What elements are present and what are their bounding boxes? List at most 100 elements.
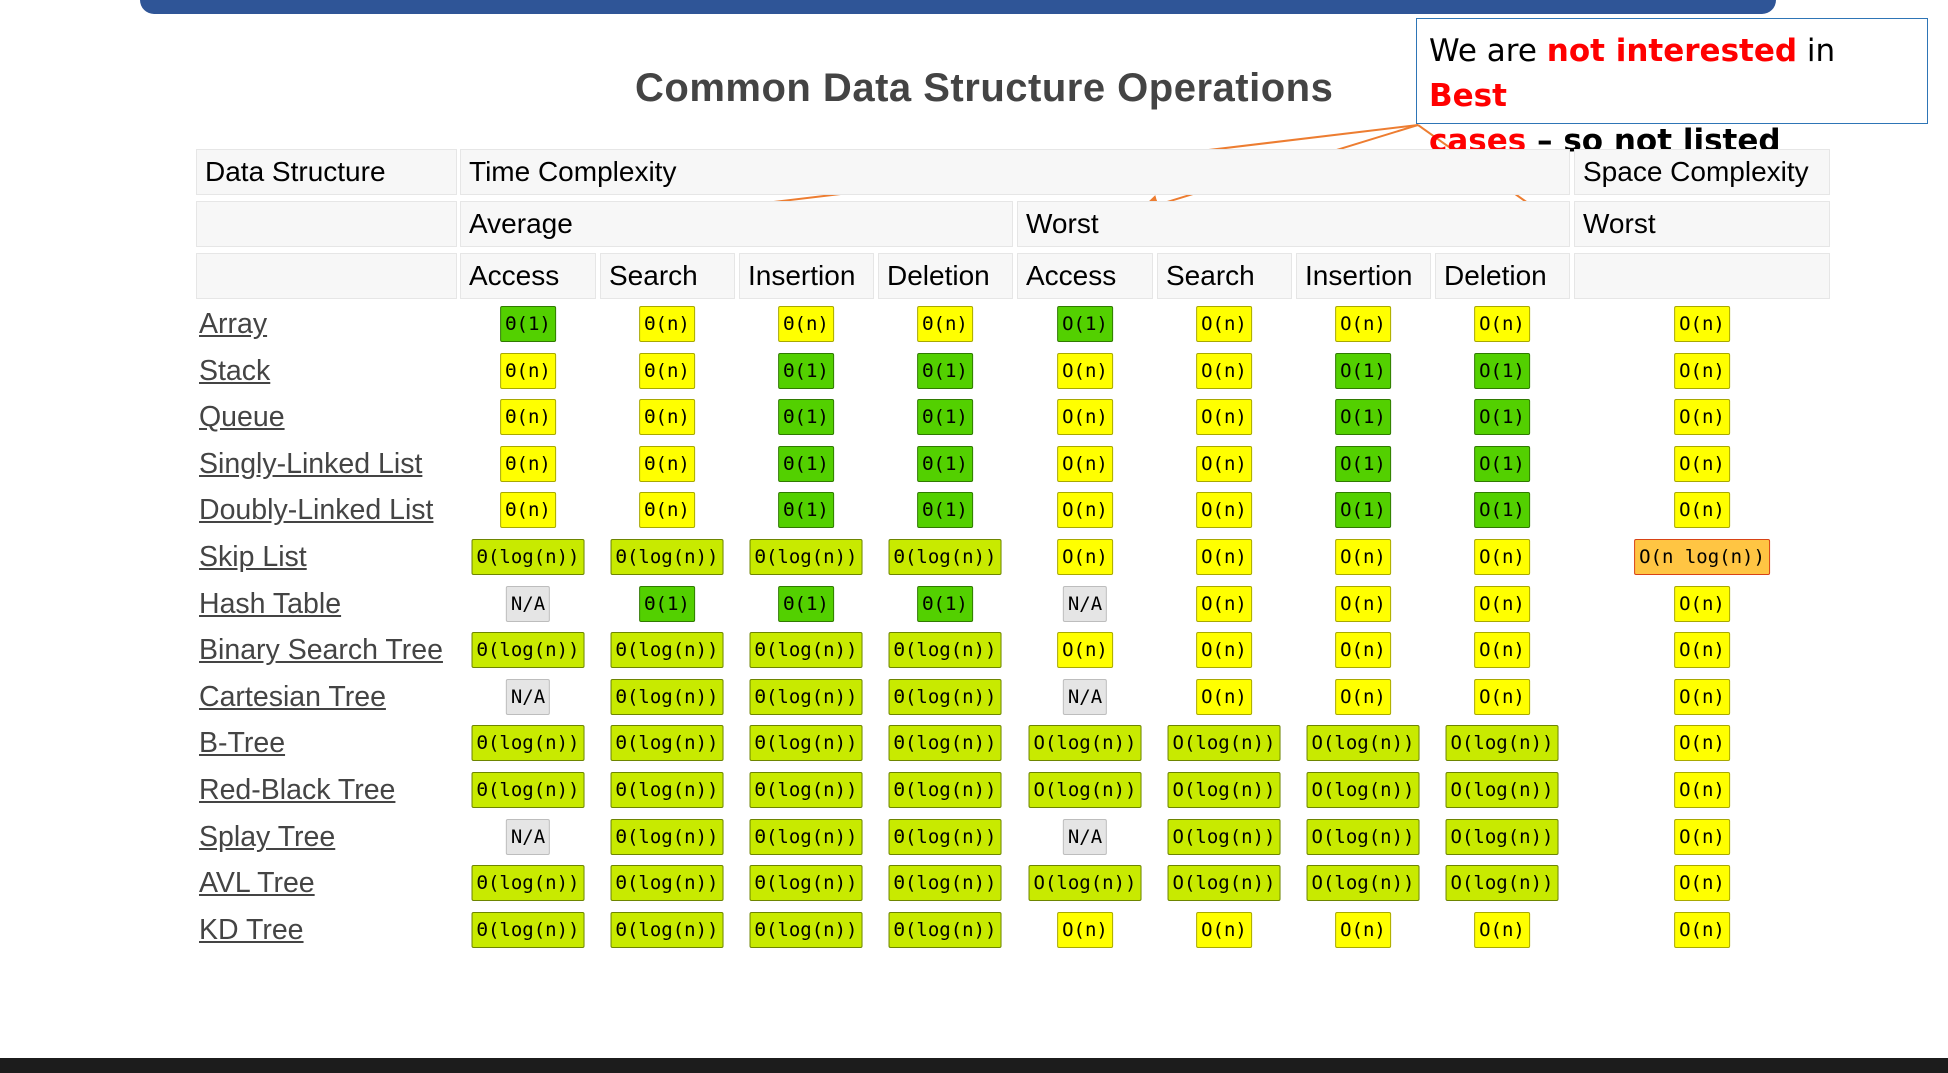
row-name-stack[interactable]: Stack (199, 355, 271, 387)
complexity-badge: O(1) (1474, 492, 1530, 528)
top-banner (140, 0, 1776, 14)
complexity-badge: O(log(n)) (1167, 865, 1281, 901)
complexity-badge: Θ(log(n)) (610, 632, 724, 668)
complexity-badge: O(n) (1196, 446, 1252, 482)
complexity-badge: O(n) (1057, 353, 1113, 389)
complexity-badge: Θ(log(n)) (888, 632, 1002, 668)
complexity-badge: Θ(log(n)) (471, 632, 585, 668)
complexity-badge: O(log(n)) (1167, 725, 1281, 761)
complexity-badge: O(n) (1057, 446, 1113, 482)
complexity-badge: O(log(n)) (1306, 865, 1420, 901)
row-name-red-black-tree[interactable]: Red-Black Tree (199, 774, 396, 806)
complexity-badge: Θ(n) (639, 492, 695, 528)
complexity-badge: O(log(n)) (1445, 819, 1559, 855)
row-name-array[interactable]: Array (199, 308, 268, 340)
complexity-badge: O(log(n)) (1167, 819, 1281, 855)
row-name-kd-tree[interactable]: KD Tree (199, 914, 304, 946)
complexity-badge: Θ(log(n)) (610, 725, 724, 761)
complexity-badge: Θ(log(n)) (749, 679, 863, 715)
row-name-b-tree[interactable]: B-Tree (199, 727, 286, 759)
row-name-singly-linked-list[interactable]: Singly-Linked List (199, 448, 423, 480)
complexity-badge: Θ(n) (917, 306, 973, 342)
bottom-bar (0, 1058, 1948, 1073)
callout-text-2: in (1797, 33, 1836, 69)
complexity-badge: O(n) (1196, 399, 1252, 435)
complexity-badge: O(n) (1196, 539, 1252, 575)
complexity-badge: O(n) (1335, 586, 1391, 622)
complexity-badge: Θ(log(n)) (610, 772, 724, 808)
complexity-badge: Θ(log(n)) (888, 865, 1002, 901)
complexity-badge: Θ(1) (778, 353, 834, 389)
complexity-badge: Θ(n) (500, 399, 556, 435)
complexity-badge: Θ(1) (778, 586, 834, 622)
complexity-badge: Θ(n) (500, 353, 556, 389)
complexity-badge: N/A (505, 819, 551, 855)
header-blank-2 (196, 253, 457, 299)
complexity-badge: O(1) (1057, 306, 1113, 342)
complexity-badge: O(log(n)) (1028, 865, 1142, 901)
complexity-badge: Θ(1) (778, 399, 834, 435)
header-space-complexity: Space Complexity (1574, 149, 1830, 195)
complexity-badge: O(1) (1335, 353, 1391, 389)
complexity-badge: Θ(log(n)) (471, 539, 585, 575)
complexity-badge: Θ(1) (917, 353, 973, 389)
complexity-badge: O(n) (1474, 679, 1530, 715)
complexity-badge: O(n) (1474, 586, 1530, 622)
complexity-badge: Θ(1) (917, 492, 973, 528)
complexity-badge: O(log(n)) (1445, 865, 1559, 901)
complexity-badge: O(n) (1057, 399, 1113, 435)
complexity-badge: Θ(log(n)) (610, 539, 724, 575)
complexity-badge: O(n) (1057, 539, 1113, 575)
col-worst-insertion: Insertion (1296, 253, 1431, 299)
row-name-binary-search-tree[interactable]: Binary Search Tree (199, 634, 443, 666)
complexity-badge: O(n) (1196, 492, 1252, 528)
col-space-blank (1574, 253, 1830, 299)
complexity-badge: Θ(n) (639, 353, 695, 389)
complexity-badge: Θ(n) (639, 446, 695, 482)
row-name-avl-tree[interactable]: AVL Tree (199, 867, 315, 899)
header-time-complexity: Time Complexity (460, 149, 1570, 195)
complexity-badge: Θ(log(n)) (749, 819, 863, 855)
complexity-badge: O(n) (1196, 586, 1252, 622)
row-name-doubly-linked-list[interactable]: Doubly-Linked List (199, 494, 434, 526)
row-name-queue[interactable]: Queue (199, 401, 285, 433)
complexity-badge: Θ(1) (917, 586, 973, 622)
complexity-badge: Θ(log(n)) (749, 632, 863, 668)
complexity-badge: Θ(log(n)) (471, 865, 585, 901)
complexity-badge: Θ(log(n)) (888, 819, 1002, 855)
complexity-badge: O(n) (1674, 865, 1730, 901)
row-name-cartesian-tree[interactable]: Cartesian Tree (199, 681, 386, 713)
complexity-badge: O(n) (1674, 912, 1730, 948)
complexity-badge: Θ(log(n)) (749, 865, 863, 901)
complexity-badge: Θ(log(n)) (749, 912, 863, 948)
complexity-badge: O(n) (1474, 912, 1530, 948)
complexity-badge: O(n) (1674, 446, 1730, 482)
complexity-badge: O(n) (1057, 632, 1113, 668)
complexity-badge: O(n) (1674, 306, 1730, 342)
col-worst-search: Search (1157, 253, 1292, 299)
complexity-badge: Θ(log(n)) (610, 865, 724, 901)
row-name-skip-list[interactable]: Skip List (199, 541, 307, 573)
complexity-badge: Θ(1) (917, 399, 973, 435)
complexity-badge: O(n) (1674, 819, 1730, 855)
page-title: Common Data Structure Operations (635, 66, 1334, 110)
row-name-hash-table[interactable]: Hash Table (199, 588, 342, 620)
row-name-splay-tree[interactable]: Splay Tree (199, 821, 336, 853)
complexity-badge: O(n) (1335, 912, 1391, 948)
complexity-badge: O(log(n)) (1028, 772, 1142, 808)
col-avg-search: Search (600, 253, 735, 299)
complexity-badge: O(1) (1335, 446, 1391, 482)
complexity-badge: O(n) (1335, 632, 1391, 668)
complexity-badge: Θ(1) (917, 446, 973, 482)
complexity-badge: O(n) (1674, 679, 1730, 715)
complexity-badge: O(1) (1474, 353, 1530, 389)
complexity-badge: O(n) (1196, 679, 1252, 715)
complexity-badge: O(n) (1474, 306, 1530, 342)
complexity-badge: O(n) (1057, 492, 1113, 528)
complexity-badge: O(log(n)) (1306, 819, 1420, 855)
complexity-badge: Θ(log(n)) (888, 772, 1002, 808)
complexity-badge: Θ(log(n)) (610, 679, 724, 715)
complexity-badge: N/A (505, 679, 551, 715)
complexity-badge: Θ(1) (639, 586, 695, 622)
complexity-badge: O(n) (1196, 912, 1252, 948)
